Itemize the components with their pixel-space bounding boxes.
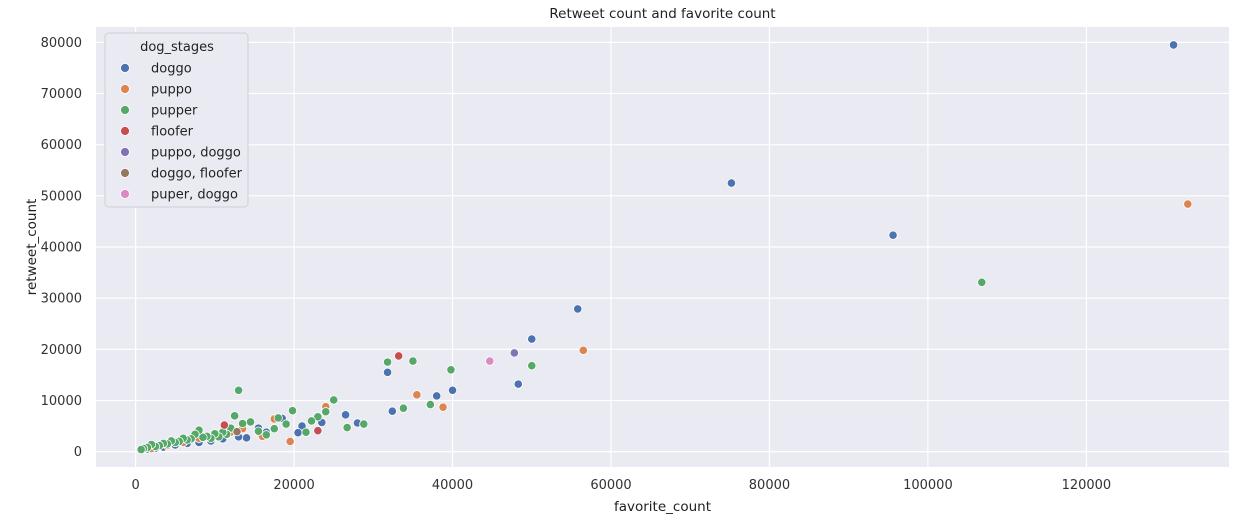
y-axis-ticks: 0 10000 20000 30000 40000 50000 60000 70000 8000… <box>41 36 82 460</box>
legend-label-puppo-doggo: puppo, doggo <box>151 146 241 161</box>
point-puppo-doggo <box>509 348 519 358</box>
point-pupper <box>306 416 317 426</box>
x-tick-label: 0 <box>131 478 139 493</box>
point-pupper <box>321 407 331 417</box>
legend-title: dog_stages <box>140 40 214 55</box>
legend-label-doggo: doggo <box>151 62 192 77</box>
point-pupper <box>342 423 352 433</box>
x-tick-label: 120000 <box>1062 478 1112 493</box>
point-doggo <box>1168 40 1179 50</box>
point-puppo <box>285 436 295 447</box>
point-doggo <box>447 385 458 395</box>
point-doggo <box>340 410 351 420</box>
point-doggo <box>387 406 397 416</box>
legend-marker-pupper <box>120 105 130 115</box>
point-pupper <box>425 399 435 410</box>
point-puppo <box>412 390 422 400</box>
legend-label-floofer: floofer <box>151 125 194 140</box>
point-puper-doggo <box>485 356 495 366</box>
point-puppo <box>578 345 588 355</box>
legend-marker-puppo-doggo <box>120 147 130 157</box>
y-tick-label: 80000 <box>41 36 82 51</box>
point-doggo <box>293 428 303 438</box>
legend-items: doggo puppo pupper floofer puppo, doggo doggo… <box>120 62 243 203</box>
point-pupper <box>977 277 987 287</box>
point-pupper <box>382 357 393 367</box>
legend-marker-doggo-floofer <box>120 168 130 178</box>
point-pupper <box>253 426 264 436</box>
point-doggo <box>527 334 537 344</box>
point-pupper <box>234 385 244 395</box>
legend-box <box>104 32 249 208</box>
point-puppo <box>1183 199 1193 209</box>
point-pupper <box>245 417 256 427</box>
point-pupper <box>281 419 291 429</box>
point-doggo <box>241 433 252 443</box>
legend-marker-puppo <box>120 84 130 94</box>
legend-label-pupper: pupper <box>151 104 198 119</box>
point-pupper <box>527 361 537 371</box>
x-axis-label: favorite_count <box>614 499 711 515</box>
data-points <box>136 40 1193 455</box>
y-tick-label: 40000 <box>41 241 82 256</box>
grid-lines <box>96 27 1229 467</box>
point-pupper <box>136 445 146 455</box>
x-tick-label: 40000 <box>432 478 473 493</box>
point-doggo <box>888 230 898 240</box>
legend: dog_stages doggo puppo pupper floofer puppo,… <box>104 32 249 208</box>
point-pupper <box>359 419 369 429</box>
legend-marker-doggo <box>120 63 130 73</box>
chart-title: Retweet count and favorite count <box>549 6 775 22</box>
y-tick-label: 60000 <box>41 138 82 153</box>
point-pupper <box>398 403 409 413</box>
point-pupper <box>313 412 323 422</box>
point-floofer <box>394 351 404 361</box>
point-pupper <box>301 427 311 437</box>
point-floofer <box>313 426 323 436</box>
point-doggo <box>382 367 393 377</box>
point-pupper <box>329 395 339 405</box>
y-tick-label: 10000 <box>41 394 82 409</box>
point-pupper <box>230 411 240 421</box>
point-doggo <box>726 178 737 188</box>
x-tick-label: 60000 <box>590 478 631 493</box>
point-floofer <box>219 420 229 430</box>
point-doggo <box>432 391 442 401</box>
point-pupper <box>446 365 456 375</box>
point-pupper <box>273 413 283 423</box>
legend-marker-puper-doggo <box>120 189 130 199</box>
point-doggo <box>513 379 523 389</box>
legend-label-puppo: puppo <box>151 83 192 98</box>
point-pupper <box>237 418 248 429</box>
y-axis-label: retweet_count <box>24 199 40 296</box>
point-doggo <box>573 304 583 314</box>
point-pupper <box>198 432 208 442</box>
x-tick-label: 100000 <box>903 478 953 493</box>
point-pupper <box>408 356 418 366</box>
point-pupper <box>261 430 271 440</box>
point-puppo <box>438 402 448 412</box>
x-axis-ticks: 0 20000 40000 60000 80000 100000 120000 <box>131 478 1111 493</box>
legend-label-doggo-floofer: doggo, floofer <box>151 167 243 182</box>
point-doggo-floofer <box>232 427 242 437</box>
x-tick-label: 20000 <box>273 478 314 493</box>
point-pupper <box>287 406 298 416</box>
y-tick-label: 30000 <box>41 292 82 307</box>
y-tick-label: 50000 <box>41 189 82 204</box>
y-tick-label: 70000 <box>41 87 82 102</box>
y-tick-label: 20000 <box>41 343 82 358</box>
legend-label-puper-doggo: puper, doggo <box>151 188 238 203</box>
y-tick-label: 0 <box>74 445 82 460</box>
x-tick-label: 80000 <box>749 478 790 493</box>
point-pupper <box>269 424 279 434</box>
legend-marker-floofer <box>120 126 130 136</box>
